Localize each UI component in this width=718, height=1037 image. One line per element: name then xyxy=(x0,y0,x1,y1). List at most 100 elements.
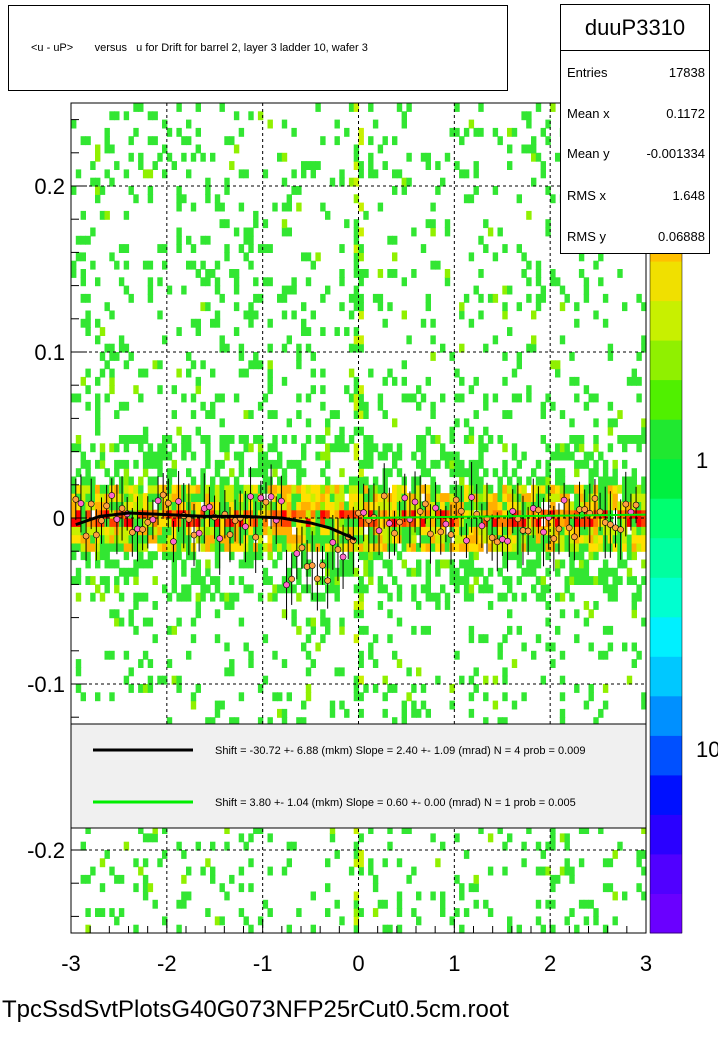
heatmap-cell xyxy=(483,692,489,702)
heatmap-cell xyxy=(281,435,288,444)
heatmap-cell xyxy=(411,625,417,635)
heatmap-cell xyxy=(238,866,245,876)
heatmap-cell xyxy=(440,177,446,187)
heatmap-cell xyxy=(248,858,254,868)
heatmap-cell xyxy=(444,501,451,511)
heatmap-cell xyxy=(334,584,340,594)
heatmap-cell xyxy=(358,659,364,668)
heatmap-cell xyxy=(277,459,283,469)
heatmap-cell xyxy=(511,518,518,527)
heatmap-cell xyxy=(641,542,647,552)
heatmap-cell xyxy=(186,443,192,453)
heatmap-cell xyxy=(176,518,182,527)
heatmap-cell xyxy=(176,534,182,544)
heatmap-cell xyxy=(492,501,499,511)
heatmap-cell xyxy=(277,484,283,494)
heatmap-cell xyxy=(387,634,393,644)
heatmap-cell xyxy=(540,493,546,502)
heatmap-cell xyxy=(305,567,312,577)
heatmap-cell xyxy=(238,484,245,494)
x-tick-label: 3 xyxy=(640,951,652,976)
heatmap-cell xyxy=(636,526,642,536)
heatmap-cell xyxy=(406,526,412,536)
heatmap-cell xyxy=(425,584,431,594)
heatmap-cell xyxy=(286,542,292,552)
heatmap-cell xyxy=(387,924,393,934)
heatmap-cell xyxy=(162,584,168,594)
heatmap-cell xyxy=(219,501,225,511)
heatmap-cell xyxy=(277,493,283,502)
heatmap-cell xyxy=(118,908,125,917)
heatmap-cell xyxy=(224,841,230,851)
heatmap-cell xyxy=(325,518,331,527)
heatmap-cell xyxy=(243,642,249,652)
heatmap-cell xyxy=(363,551,369,561)
heatmap-cell xyxy=(507,542,513,552)
heatmap-cell xyxy=(382,468,388,478)
heatmap-cell xyxy=(310,891,316,901)
heatmap-cell xyxy=(521,509,527,519)
heatmap-cell xyxy=(71,576,77,585)
heatmap-cell xyxy=(301,501,307,511)
heatmap-cell xyxy=(166,476,173,486)
heatmap-cell xyxy=(483,534,489,544)
profile-point xyxy=(257,494,265,502)
heatmap-cell xyxy=(382,376,388,386)
heatmap-cell xyxy=(569,874,575,884)
heatmap-cell xyxy=(617,576,623,585)
heatmap-cell xyxy=(555,874,561,884)
heatmap-cell xyxy=(320,202,326,212)
heatmap-cell xyxy=(416,484,422,494)
heatmap-cell xyxy=(171,459,177,469)
heatmap-cell xyxy=(631,642,637,652)
heatmap-cell xyxy=(492,186,499,195)
heatmap-cell xyxy=(559,526,566,536)
heatmap-cell xyxy=(114,459,120,469)
heatmap-cell xyxy=(344,385,350,395)
heatmap-cell xyxy=(449,127,455,137)
heatmap-cell xyxy=(320,484,326,494)
heatmap-cell xyxy=(377,509,384,519)
heatmap-cell xyxy=(80,451,86,461)
heatmap-cell xyxy=(195,318,201,328)
heatmap-cell xyxy=(535,269,542,278)
heatmap-cell xyxy=(416,559,422,569)
heatmap-cell xyxy=(329,833,336,843)
heatmap-cell xyxy=(358,858,364,868)
heatmap-cell xyxy=(502,667,508,677)
heatmap-cell xyxy=(344,708,350,718)
heatmap-cell xyxy=(459,542,465,552)
heatmap-cell xyxy=(224,186,230,195)
heatmap-cell xyxy=(516,459,522,469)
colorbar-segment xyxy=(650,261,682,302)
heatmap-cell xyxy=(195,327,201,336)
heatmap-cell xyxy=(588,551,594,561)
heatmap-cell xyxy=(90,526,96,536)
heatmap-cell xyxy=(564,841,570,851)
heatmap-cell xyxy=(440,908,446,917)
heatmap-cell xyxy=(382,484,388,494)
heatmap-cell xyxy=(406,692,412,702)
heatmap-cell xyxy=(210,518,216,527)
heatmap-cell xyxy=(449,451,455,461)
heatmap-cell xyxy=(85,468,91,478)
heatmap-cell xyxy=(214,584,221,594)
profile-point xyxy=(149,516,157,523)
heatmap-cell xyxy=(516,360,522,370)
heatmap-cell xyxy=(420,451,427,461)
heatmap-cell xyxy=(526,393,532,403)
heatmap-cell xyxy=(507,576,513,585)
heatmap-cell xyxy=(291,169,297,179)
heatmap-cell xyxy=(301,509,307,519)
heatmap-cell xyxy=(478,526,484,536)
heatmap-cell xyxy=(286,526,292,536)
heatmap-bins xyxy=(71,103,647,934)
heatmap-cell xyxy=(435,484,441,494)
heatmap-cell xyxy=(559,650,566,660)
heatmap-cell xyxy=(396,584,403,594)
heatmap-cell xyxy=(200,584,206,594)
heatmap-cell xyxy=(281,717,288,727)
heatmap-cell xyxy=(358,692,364,702)
heatmap-cell xyxy=(272,559,278,569)
heatmap-cell xyxy=(559,484,566,494)
